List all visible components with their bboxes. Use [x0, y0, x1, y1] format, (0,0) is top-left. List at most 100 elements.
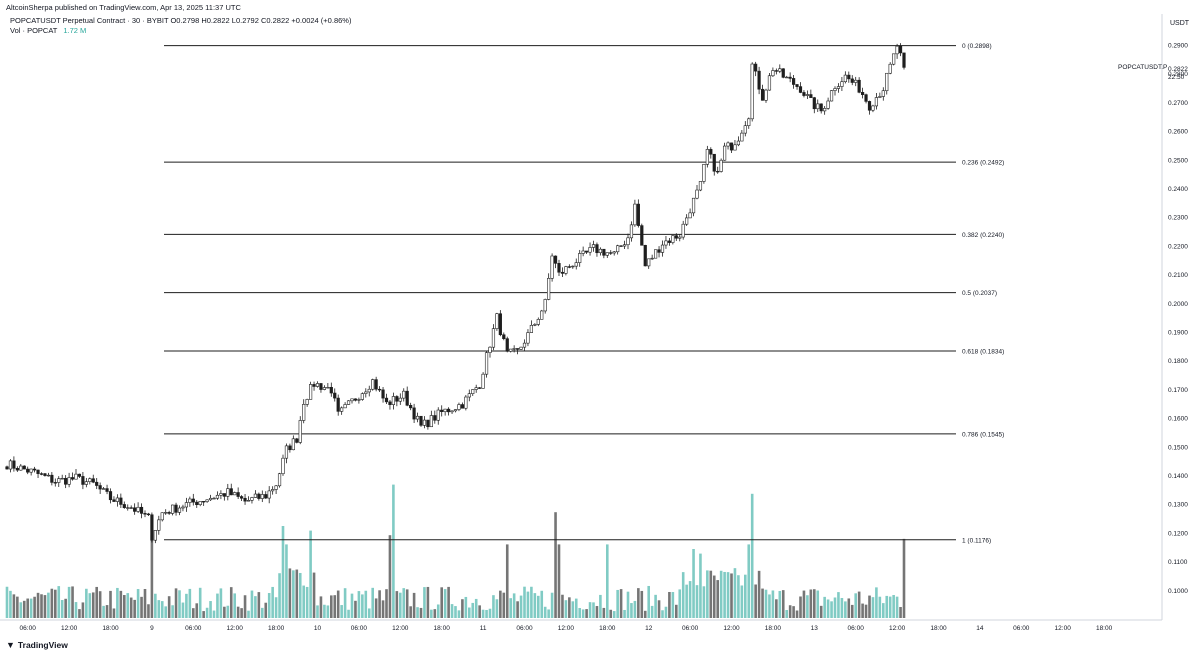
candle	[750, 62, 754, 122]
candle	[584, 250, 589, 254]
volume-bar	[292, 570, 295, 618]
volume-bar	[830, 601, 833, 618]
candle	[591, 240, 596, 252]
candle-body	[660, 244, 665, 253]
candle-body	[57, 478, 61, 483]
candle-body	[64, 477, 68, 485]
candle-body	[502, 334, 506, 339]
candle	[836, 83, 841, 93]
candle-body	[488, 346, 492, 353]
volume-bar	[50, 588, 54, 618]
candle	[422, 416, 427, 429]
candle-body	[212, 497, 216, 500]
candle-body	[854, 79, 858, 83]
volume-bar	[195, 603, 199, 618]
candle	[177, 505, 182, 516]
volume-bar	[675, 604, 678, 618]
volume-bar	[888, 596, 892, 618]
candle	[353, 398, 358, 402]
candle	[222, 493, 226, 501]
candle-body	[495, 313, 499, 329]
volume-bar	[730, 573, 733, 618]
y-tick-label: 0.2200	[1168, 243, 1188, 250]
candle-body	[32, 468, 37, 471]
candle	[164, 509, 168, 515]
candle	[667, 238, 671, 246]
volume-bar	[650, 605, 654, 618]
candle-body	[184, 502, 189, 508]
last-price-label: 0.2822 22:50	[1168, 66, 1188, 82]
volume-bars	[5, 484, 906, 618]
x-tick-label: 06:00	[185, 625, 202, 632]
candle	[657, 246, 661, 258]
volume-bar	[526, 591, 530, 618]
candle-body	[688, 212, 692, 219]
volume-bar	[319, 596, 323, 618]
candle	[478, 386, 482, 389]
candle-body	[336, 397, 340, 412]
candle-body	[802, 92, 806, 96]
volume-bar	[354, 600, 357, 618]
symbol-ohlc-line[interactable]: POPCATUSDT Perpetual Contract · 30 · BYB…	[10, 16, 352, 25]
candle	[98, 482, 102, 494]
x-tick-label: 06:00	[516, 625, 533, 632]
candle-body	[174, 504, 178, 513]
candle	[509, 348, 513, 353]
volume-bar	[12, 594, 16, 618]
candle-body	[139, 506, 144, 514]
candle-body	[202, 501, 206, 503]
candle-body	[208, 497, 213, 501]
candle	[246, 496, 251, 502]
volume-bar	[581, 609, 585, 618]
volume-bar	[388, 535, 392, 618]
candle-body	[188, 498, 192, 503]
candle	[764, 88, 768, 103]
volume-bar	[823, 596, 826, 618]
volume-bar	[744, 574, 747, 618]
candle-body	[871, 105, 875, 111]
volume-bar	[309, 530, 312, 618]
candle	[629, 221, 634, 242]
candle	[50, 472, 54, 486]
candle-body	[240, 496, 244, 499]
volume-bar	[499, 590, 502, 618]
volume-bar	[95, 586, 98, 618]
candle	[581, 246, 585, 257]
volume-bar	[550, 592, 554, 618]
candle	[522, 339, 527, 351]
candle	[122, 501, 126, 509]
y-tick-label: 0.1800	[1168, 358, 1188, 365]
volume-bar	[806, 595, 809, 618]
tradingview-brand[interactable]: ▼ TradingView	[6, 640, 68, 650]
candle-body	[643, 244, 647, 267]
candle	[29, 468, 33, 476]
candle	[395, 395, 399, 407]
candle-body	[729, 142, 734, 151]
candle-body	[253, 493, 258, 498]
candle-body	[857, 79, 861, 93]
candle-body	[264, 494, 268, 499]
candle	[467, 389, 471, 402]
candle	[850, 75, 854, 86]
volume-bar	[160, 601, 164, 618]
candle-body	[277, 473, 282, 487]
volume-bar	[19, 602, 23, 618]
volume-legend[interactable]: Vol · POPCAT 1.72 M	[10, 26, 351, 36]
volume-bar	[771, 590, 775, 618]
candle-body	[160, 512, 164, 521]
candle-body	[678, 236, 682, 239]
price-axis-unit[interactable]: USDT	[1170, 20, 1190, 27]
candle	[550, 253, 554, 282]
candle	[5, 465, 9, 470]
volume-bar	[374, 598, 378, 618]
candle-body	[53, 482, 57, 484]
candle-body	[522, 342, 527, 348]
candle	[495, 312, 499, 331]
candle	[857, 77, 861, 94]
candle	[405, 386, 409, 407]
volume-bar	[757, 570, 761, 618]
candle	[767, 72, 772, 91]
volume-bar	[78, 609, 81, 618]
volume-bar	[740, 585, 744, 618]
